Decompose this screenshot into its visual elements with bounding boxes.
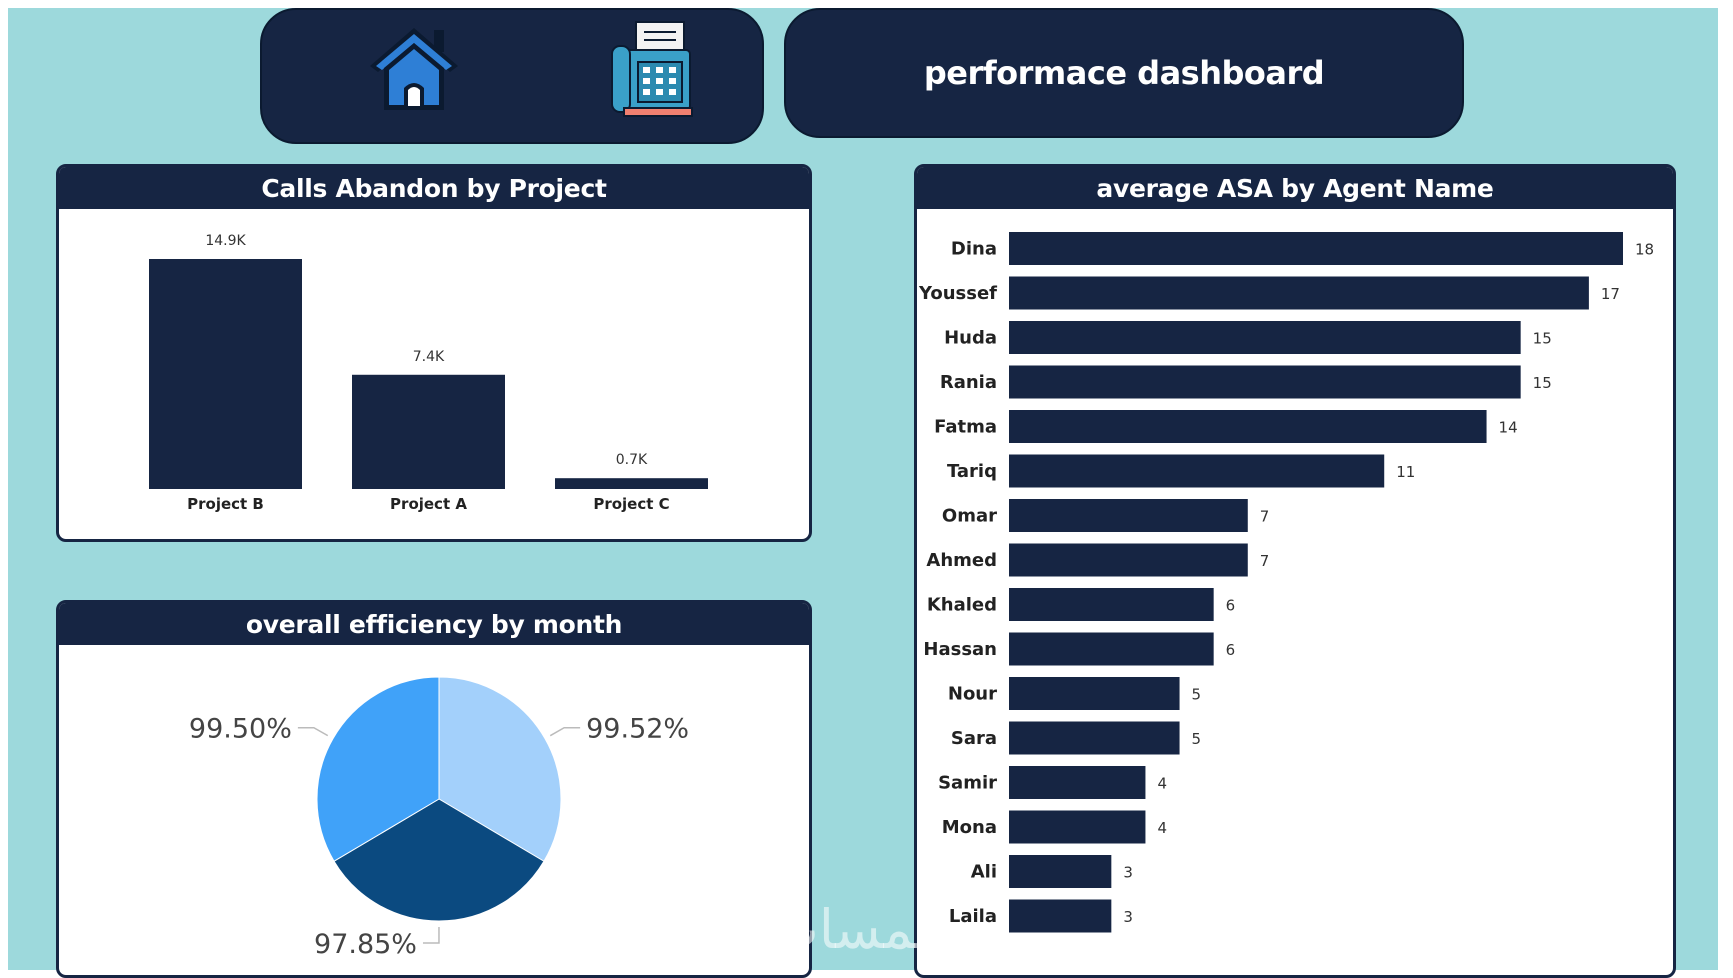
watermark: خمسات [768,898,949,961]
asa-agent-label-14: Ali [971,862,997,883]
asa-value-label-6: 7 [1260,508,1270,526]
pie-slice-1[interactable] [333,798,545,922]
abandon-category-label-0: Project B [187,495,264,513]
asa-agent-label-12: Samir [938,773,997,794]
asa-bar-11[interactable] [1009,721,1180,755]
asa-agent-label-5: Tariq [947,461,997,482]
asa-value-label-5: 11 [1396,463,1415,481]
asa-agent-label-11: Sara [951,728,997,749]
asa-bar-2[interactable] [1009,321,1521,354]
asa-bar-9[interactable] [1009,632,1214,666]
asa-bar-4[interactable] [1009,410,1487,443]
asa-value-label-11: 5 [1192,730,1202,748]
asa-agent-label-9: Hassan [923,639,997,660]
asa-bar-chart: Dina 18 Youssef 17 Huda 15 Rania 15 Fatma 14 Tariq… [918,232,1654,933]
asa-agent-label-4: Fatma [934,417,997,438]
asa-agent-label-7: Ahmed [926,550,997,571]
asa-value-label-10: 5 [1192,686,1202,704]
asa-agent-label-15: Laila [949,906,997,927]
pie-leader-line-0 [549,726,581,737]
asa-agent-label-13: Mona [942,817,997,838]
efficiency-pie-chart: 99.52% 97.85% 99.50% [189,676,689,960]
pie-leader-line-1 [422,926,440,944]
asa-bar-14[interactable] [1009,855,1112,888]
asa-bar-0[interactable] [1009,232,1623,265]
asa-panel: average ASA by Agent Name Dina 18 Youssef 1… [914,164,1676,978]
asa-value-label-14: 3 [1123,864,1133,882]
pie-leader-line-2 [297,726,329,737]
asa-title: average ASA by Agent Name [917,167,1673,209]
asa-bar-1[interactable] [1009,276,1589,310]
asa-bar-8[interactable] [1009,588,1214,621]
asa-bar-7[interactable] [1009,543,1248,577]
asa-agent-label-8: Khaled [927,595,997,616]
asa-value-label-3: 15 [1533,374,1552,392]
asa-bar-15[interactable] [1009,899,1112,933]
efficiency-panel: overall efficiency by month 99.52% 97.85%… [56,600,812,978]
abandon-bar-1[interactable] [352,374,505,489]
abandon-category-label-2: Project C [593,495,669,513]
asa-bar-6[interactable] [1009,499,1248,532]
asa-bar-13[interactable] [1009,810,1146,844]
pie-label-0: 99.52% [586,714,689,745]
asa-agent-label-1: Youssef [918,283,997,304]
abandon-value-label-0: 14.9K [205,233,246,249]
asa-value-label-15: 3 [1123,908,1133,926]
calls-abandon-panel: Calls Abandon by Project 14.9K Project B 7… [56,164,812,542]
asa-agent-label-2: Huda [944,328,997,349]
asa-value-label-8: 6 [1226,597,1236,615]
asa-value-label-13: 4 [1157,819,1167,837]
efficiency-title: overall efficiency by month [59,603,809,645]
asa-agent-label-10: Nour [948,684,997,705]
asa-bar-12[interactable] [1009,766,1146,799]
abandon-value-label-1: 7.4K [413,349,445,365]
asa-value-label-1: 17 [1601,285,1620,303]
pie-label-2: 99.50% [189,714,292,745]
asa-value-label-7: 7 [1260,552,1270,570]
asa-value-label-2: 15 [1533,330,1552,348]
asa-bar-10[interactable] [1009,677,1180,710]
dashboard-canvas: performace dashboard Calls Abandon by Pr… [8,8,1718,978]
home-icon[interactable] [366,24,462,114]
abandon-category-label-1: Project A [390,495,467,513]
pie-label-1: 97.85% [314,929,417,960]
page-title: performace dashboard [923,54,1325,92]
abandon-value-label-2: 0.7K [616,452,648,468]
asa-value-label-0: 18 [1635,241,1654,259]
nav-card [260,8,764,144]
asa-agent-label-0: Dina [951,239,997,260]
asa-value-label-4: 14 [1499,419,1518,437]
asa-agent-label-6: Omar [942,506,997,527]
asa-value-label-12: 4 [1157,775,1167,793]
pie-slice-0[interactable] [438,676,562,862]
asa-bar-3[interactable] [1009,365,1521,399]
abandon-bar-0[interactable] [149,259,302,489]
pie-slice-2[interactable] [316,676,440,862]
phone-fax-icon[interactable] [610,20,696,120]
dashboard-title-card: performace dashboard [784,8,1464,138]
calls-abandon-title: Calls Abandon by Project [59,167,809,209]
abandon-bar-2[interactable] [555,478,708,489]
calls-abandon-chart: 14.9K Project B 7.4K Project A 0.7K Project C [149,233,708,513]
asa-bar-5[interactable] [1009,454,1385,488]
asa-agent-label-3: Rania [940,372,997,393]
asa-value-label-9: 6 [1226,641,1236,659]
